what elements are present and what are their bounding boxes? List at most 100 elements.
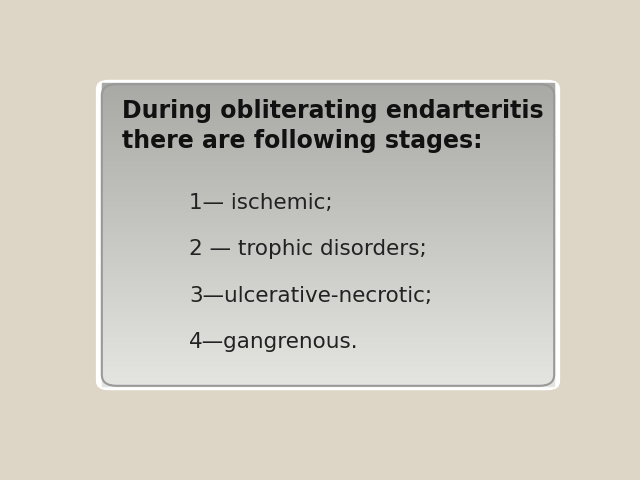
Bar bbox=[102, 259, 554, 263]
Bar bbox=[102, 252, 554, 255]
Text: 1— ischemic;: 1— ischemic; bbox=[189, 193, 333, 213]
Bar bbox=[102, 322, 554, 325]
Bar bbox=[102, 229, 554, 232]
Bar bbox=[102, 206, 554, 210]
Bar bbox=[102, 151, 554, 155]
Bar bbox=[102, 222, 554, 225]
Bar bbox=[102, 340, 554, 343]
Bar bbox=[102, 108, 554, 112]
Bar bbox=[102, 285, 554, 288]
Bar bbox=[102, 204, 554, 207]
Bar bbox=[102, 240, 554, 242]
Bar bbox=[102, 267, 554, 270]
Bar bbox=[102, 194, 554, 197]
Bar bbox=[102, 189, 554, 192]
Bar bbox=[102, 262, 554, 265]
Bar bbox=[102, 177, 554, 180]
Bar bbox=[102, 375, 554, 378]
Bar bbox=[102, 86, 554, 89]
Bar bbox=[102, 350, 554, 353]
Bar bbox=[102, 141, 554, 144]
Bar bbox=[102, 254, 554, 258]
Bar bbox=[102, 380, 554, 384]
Bar bbox=[102, 116, 554, 120]
Bar bbox=[102, 232, 554, 235]
Bar bbox=[102, 368, 554, 371]
Bar bbox=[102, 192, 554, 195]
Bar bbox=[102, 348, 554, 350]
Bar bbox=[102, 159, 554, 162]
Bar bbox=[102, 345, 554, 348]
Bar bbox=[102, 199, 554, 203]
Bar bbox=[102, 342, 554, 346]
Bar bbox=[102, 161, 554, 165]
Bar bbox=[102, 292, 554, 295]
Bar bbox=[102, 167, 554, 169]
Bar bbox=[102, 307, 554, 311]
Bar bbox=[102, 219, 554, 222]
Bar bbox=[102, 104, 554, 107]
Bar bbox=[102, 94, 554, 97]
Bar bbox=[102, 181, 554, 185]
Bar bbox=[102, 174, 554, 177]
Text: 2 — trophic disorders;: 2 — trophic disorders; bbox=[189, 240, 427, 260]
Bar bbox=[102, 282, 554, 285]
Bar bbox=[102, 325, 554, 328]
Bar bbox=[102, 134, 554, 137]
Bar bbox=[102, 164, 554, 167]
FancyBboxPatch shape bbox=[96, 80, 560, 390]
Bar bbox=[102, 378, 554, 381]
Bar bbox=[102, 305, 554, 308]
Bar bbox=[102, 332, 554, 336]
Bar bbox=[102, 156, 554, 160]
Bar bbox=[102, 370, 554, 373]
Bar bbox=[102, 269, 554, 273]
Bar bbox=[102, 272, 554, 275]
Bar bbox=[102, 224, 554, 228]
Bar bbox=[102, 372, 554, 376]
Bar bbox=[102, 212, 554, 215]
Bar bbox=[102, 275, 554, 278]
Bar bbox=[102, 360, 554, 363]
Bar bbox=[102, 197, 554, 200]
Bar bbox=[102, 295, 554, 298]
Bar bbox=[102, 101, 554, 104]
Bar bbox=[102, 247, 554, 250]
Bar bbox=[102, 124, 554, 127]
Bar bbox=[102, 365, 554, 368]
Bar bbox=[102, 84, 554, 87]
Bar bbox=[102, 139, 554, 142]
Bar bbox=[102, 149, 554, 152]
Bar bbox=[102, 264, 554, 268]
Bar bbox=[102, 209, 554, 212]
Bar bbox=[102, 119, 554, 122]
Bar bbox=[102, 300, 554, 303]
Bar bbox=[102, 310, 554, 313]
Bar bbox=[102, 237, 554, 240]
Bar bbox=[102, 179, 554, 182]
Bar bbox=[102, 337, 554, 341]
Bar bbox=[102, 362, 554, 366]
Bar bbox=[102, 279, 554, 283]
Bar bbox=[102, 327, 554, 331]
Bar bbox=[102, 358, 554, 360]
Bar bbox=[102, 289, 554, 293]
Bar bbox=[102, 202, 554, 205]
Bar bbox=[102, 383, 554, 386]
Bar bbox=[102, 88, 554, 92]
Bar bbox=[102, 312, 554, 315]
Bar bbox=[102, 287, 554, 290]
Bar bbox=[102, 98, 554, 102]
Bar bbox=[102, 214, 554, 217]
Bar bbox=[102, 257, 554, 260]
Bar bbox=[102, 111, 554, 114]
Bar bbox=[102, 144, 554, 147]
Bar bbox=[102, 106, 554, 109]
Bar bbox=[102, 114, 554, 117]
Bar bbox=[102, 96, 554, 99]
Bar bbox=[102, 297, 554, 300]
Bar bbox=[102, 330, 554, 333]
Bar bbox=[102, 249, 554, 252]
Bar bbox=[102, 335, 554, 338]
Bar bbox=[102, 242, 554, 245]
